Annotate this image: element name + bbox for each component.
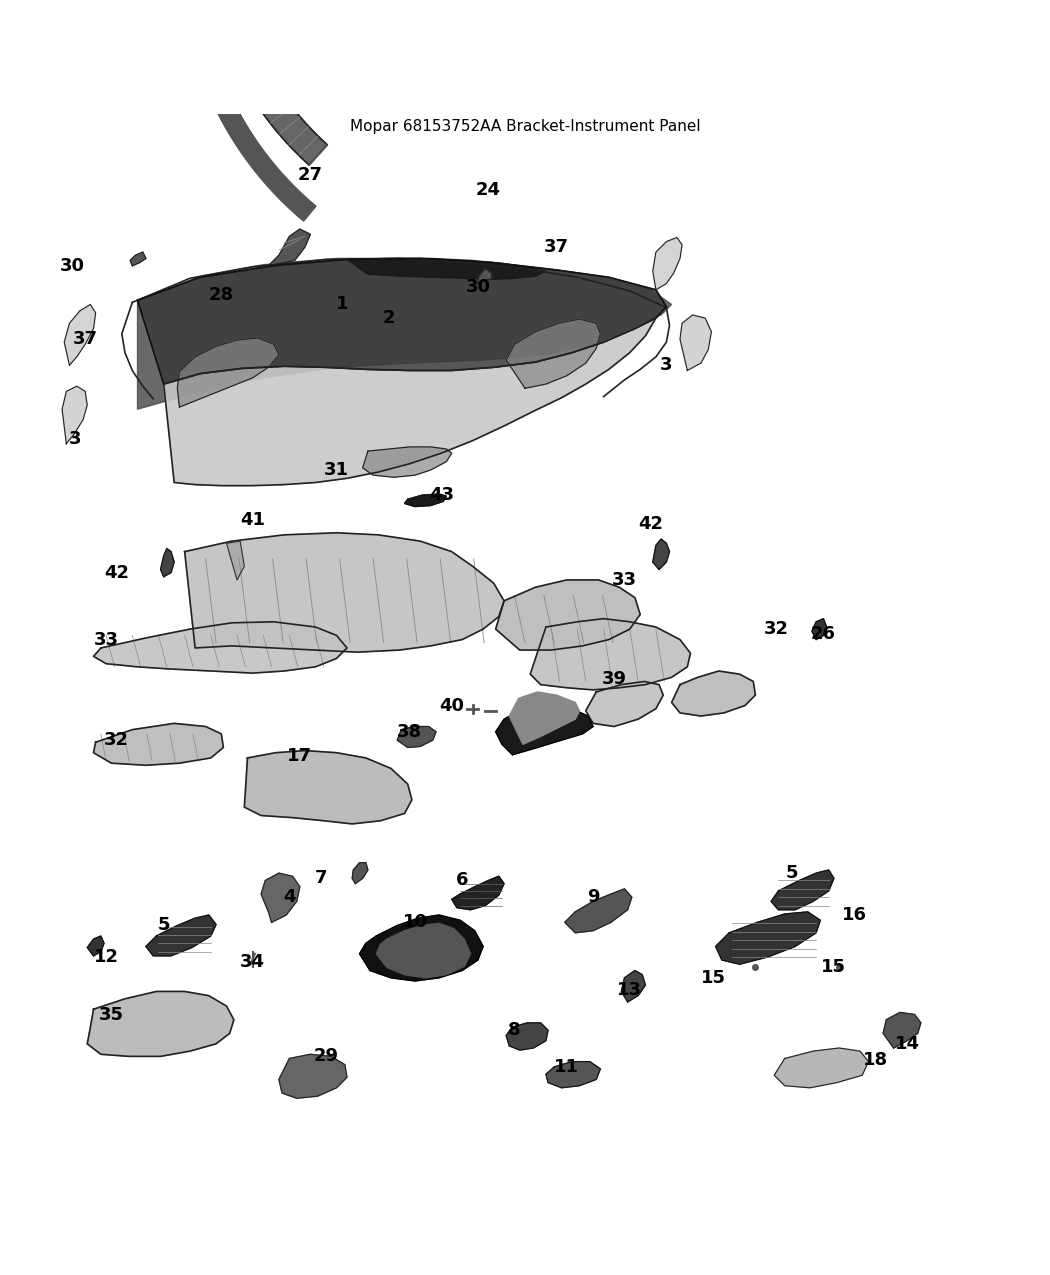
Polygon shape: [397, 727, 436, 747]
Text: 27: 27: [298, 166, 322, 184]
Polygon shape: [93, 622, 346, 673]
Polygon shape: [138, 259, 672, 409]
Polygon shape: [146, 915, 216, 956]
Polygon shape: [213, 1, 328, 164]
Polygon shape: [346, 259, 546, 279]
Text: 3: 3: [68, 430, 81, 448]
Text: 5: 5: [158, 917, 170, 935]
Text: 29: 29: [314, 1047, 338, 1066]
Text: 14: 14: [895, 1035, 920, 1053]
Text: 17: 17: [288, 747, 312, 765]
Polygon shape: [376, 923, 470, 978]
Text: 3: 3: [660, 356, 673, 375]
Polygon shape: [138, 259, 667, 384]
Polygon shape: [130, 252, 146, 265]
Text: 4: 4: [284, 889, 296, 907]
Polygon shape: [192, 41, 316, 221]
Polygon shape: [586, 681, 664, 727]
Text: 30: 30: [60, 256, 85, 274]
Text: 26: 26: [811, 625, 836, 644]
Text: 9: 9: [587, 889, 600, 907]
Polygon shape: [177, 338, 279, 407]
Polygon shape: [716, 912, 820, 964]
Polygon shape: [452, 876, 504, 910]
Text: 42: 42: [638, 515, 664, 533]
Polygon shape: [87, 992, 234, 1057]
Polygon shape: [774, 1048, 868, 1088]
Polygon shape: [680, 315, 712, 371]
Text: 10: 10: [402, 913, 427, 931]
Polygon shape: [227, 541, 245, 580]
Polygon shape: [87, 936, 104, 956]
Text: 28: 28: [209, 286, 234, 303]
Polygon shape: [653, 237, 682, 289]
Text: 24: 24: [476, 181, 501, 199]
Text: 39: 39: [602, 671, 627, 688]
Polygon shape: [185, 533, 504, 652]
Text: 37: 37: [72, 330, 98, 348]
Polygon shape: [496, 705, 593, 755]
Polygon shape: [164, 317, 656, 486]
Polygon shape: [672, 671, 755, 717]
Polygon shape: [506, 1023, 548, 1051]
Text: 6: 6: [456, 871, 468, 890]
Polygon shape: [622, 970, 646, 1002]
Text: 42: 42: [104, 564, 129, 581]
Polygon shape: [279, 1054, 346, 1098]
Polygon shape: [93, 723, 224, 765]
Text: 41: 41: [240, 511, 266, 529]
Polygon shape: [261, 873, 300, 922]
Text: 43: 43: [428, 486, 454, 504]
Polygon shape: [478, 269, 491, 283]
Text: Mopar 68153752AA Bracket-Instrument Panel: Mopar 68153752AA Bracket-Instrument Pane…: [350, 119, 700, 134]
Text: 37: 37: [544, 238, 569, 256]
Text: 15: 15: [701, 969, 726, 987]
Text: 16: 16: [842, 907, 867, 924]
Text: 5: 5: [785, 864, 798, 882]
Polygon shape: [404, 493, 446, 506]
Text: 30: 30: [465, 278, 490, 296]
Text: 34: 34: [240, 954, 266, 972]
Text: 40: 40: [439, 696, 464, 714]
Text: 32: 32: [104, 731, 129, 750]
Text: 2: 2: [382, 309, 395, 328]
Text: 35: 35: [99, 1006, 124, 1024]
Polygon shape: [565, 889, 632, 933]
Text: 13: 13: [617, 982, 643, 1000]
Text: 18: 18: [863, 1051, 888, 1068]
Polygon shape: [62, 386, 87, 444]
Polygon shape: [771, 870, 834, 910]
Text: 7: 7: [315, 870, 327, 887]
Polygon shape: [64, 305, 96, 365]
Polygon shape: [269, 230, 311, 265]
Polygon shape: [653, 539, 670, 570]
Polygon shape: [496, 580, 640, 650]
Text: 33: 33: [93, 631, 119, 649]
Polygon shape: [362, 448, 452, 477]
Text: 15: 15: [821, 959, 846, 977]
Polygon shape: [352, 863, 367, 884]
Polygon shape: [359, 915, 483, 980]
Polygon shape: [546, 1062, 601, 1088]
Text: 1: 1: [336, 296, 348, 314]
Polygon shape: [506, 319, 601, 389]
Polygon shape: [883, 1012, 921, 1048]
Text: 32: 32: [763, 620, 789, 638]
Polygon shape: [509, 692, 580, 745]
Polygon shape: [161, 548, 174, 576]
Text: 11: 11: [554, 1058, 580, 1076]
Text: 33: 33: [612, 571, 637, 589]
Polygon shape: [245, 751, 412, 824]
Polygon shape: [530, 618, 691, 690]
Text: 8: 8: [508, 1021, 521, 1039]
Text: 31: 31: [324, 462, 349, 479]
Text: 12: 12: [93, 947, 119, 966]
Polygon shape: [812, 618, 826, 640]
Text: 38: 38: [397, 723, 422, 741]
